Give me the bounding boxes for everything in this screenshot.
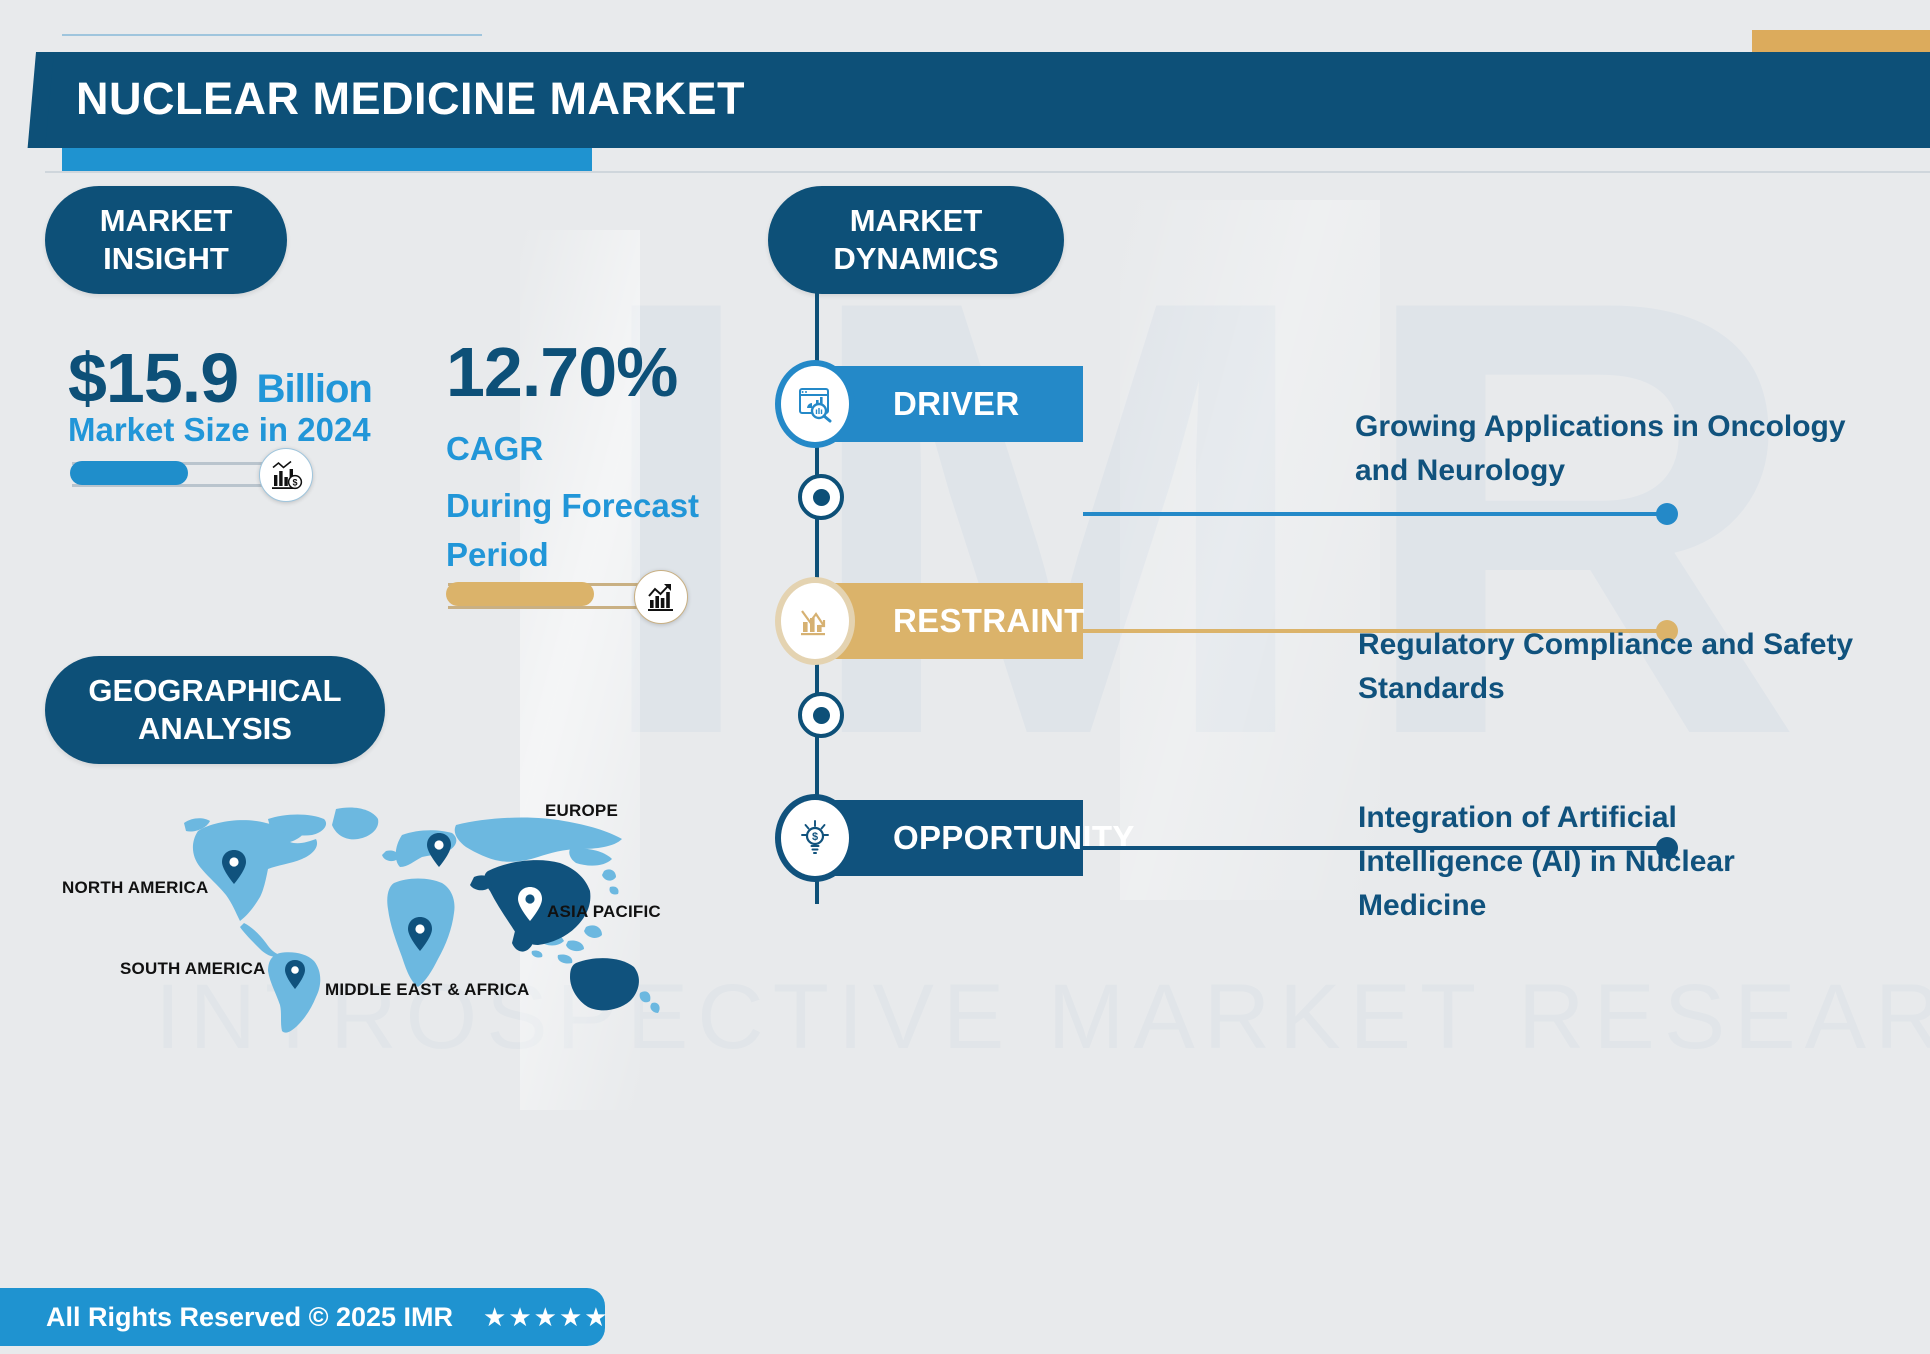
driver-connector-dot [1656, 503, 1678, 525]
opportunity-description-line1: Integration of Artificial [1358, 801, 1677, 834]
market-dynamics-pill-line1: MARKET [849, 202, 983, 238]
map-label-south-america: SOUTH AMERICA [120, 959, 266, 978]
header-hairline [45, 171, 1930, 173]
spine-node-2 [798, 692, 844, 738]
market-dynamics-pill-line2: DYNAMICS [833, 241, 999, 276]
dynamics-spine-6 [815, 876, 819, 904]
market-size-unit: Billion [256, 367, 373, 411]
market-insight-pill-line1: MARKET [99, 202, 233, 238]
market-size-progress-bar [70, 461, 188, 485]
map-highlighted-regions [470, 860, 639, 1011]
chart-magnifier-icon [781, 366, 849, 442]
footer-bar: All Rights Reserved © 2025 IMR ★★★★★ [0, 1288, 608, 1346]
pin-europe [427, 833, 451, 867]
header-top-rule [62, 34, 482, 36]
driver-label: DRIVER [893, 385, 1020, 422]
background-sheen-2 [1120, 200, 1380, 900]
pin-south-america [285, 960, 305, 989]
map-label-europe: EUROPE [545, 801, 618, 820]
map-label-asia-pacific: ASIA PACIFIC [547, 902, 661, 921]
world-map-svg [184, 807, 660, 1033]
cagr-caption-line1: During Forecast [446, 487, 700, 524]
market-size-track-top [72, 462, 300, 465]
geo-pill-line1: GEOGRAPHICAL [88, 672, 342, 708]
map-pins [222, 833, 542, 989]
market-insight-pill-line2: INSIGHT [103, 241, 229, 276]
declining-bar-chart-icon [781, 583, 849, 659]
cagr-caption-line2: Period [446, 536, 549, 573]
dynamics-spine-2 [815, 440, 819, 480]
restraint-label: RESTRAINT [893, 602, 1085, 639]
market-size-value: $15.9 [68, 339, 239, 417]
bar-chart-dollar-icon: $ [259, 448, 313, 502]
opportunity-description: Integration of Artificial Intelligence (… [1358, 796, 1735, 928]
cagr-value: 12.70% [446, 333, 678, 411]
market-size-stat: $15.9 Billion [68, 338, 373, 418]
svg-text:$: $ [292, 477, 297, 487]
header-band [45, 52, 1930, 148]
restraint-description-line1: Regulatory Compliance and Safety [1358, 628, 1854, 661]
cagr-progress-bar [446, 582, 594, 606]
footer-rating-stars: ★★★★★ [483, 1301, 610, 1332]
header-underbar [62, 148, 592, 171]
dynamics-bar-restraint[interactable]: RESTRAINT [775, 577, 1085, 665]
market-dynamics-pill: MARKET DYNAMICS [768, 186, 1064, 294]
map-label-north-america: NORTH AMERICA [62, 878, 209, 897]
cagr-track-bottom [448, 606, 684, 609]
driver-description-line2: and Neurology [1355, 454, 1566, 487]
restraint-connector-dot [1656, 620, 1678, 642]
restraint-description-line2: Standards [1358, 672, 1505, 705]
market-insight-pill: MARKET INSIGHT [45, 186, 287, 294]
dynamics-spine-4 [815, 658, 819, 698]
pin-asia-pacific [518, 887, 542, 921]
driver-description-line1: Growing Applications in Oncology [1355, 410, 1846, 443]
watermark-imr: IMR [590, 208, 1840, 828]
growth-arrow-chart-icon [634, 570, 688, 624]
pin-north-america [222, 850, 246, 884]
dynamics-bar-opportunity[interactable]: $ OPPORTUNITY [775, 794, 1134, 882]
world-map [140, 795, 680, 1045]
cagr-caption-block: CAGR During Forecast Period [446, 424, 736, 579]
opportunity-description-line3: Medicine [1358, 889, 1487, 922]
dynamics-spine-5 [815, 736, 819, 818]
market-size-caption: Market Size in 2024 [68, 411, 371, 448]
opportunity-connector-dot [1656, 837, 1678, 859]
cagr-label: CAGR [446, 430, 544, 467]
geo-pill-line2: ANALYSIS [138, 711, 292, 746]
dynamics-bar-driver[interactable]: DRIVER [775, 360, 1083, 448]
lightbulb-dollar-icon: $ [781, 800, 849, 876]
spine-node-1 [798, 474, 844, 520]
opportunity-label: OPPORTUNITY [893, 819, 1135, 856]
opportunity-connector [1083, 846, 1660, 850]
geographical-analysis-pill: GEOGRAPHICAL ANALYSIS [45, 656, 385, 764]
dynamics-spine-3 [815, 518, 819, 600]
driver-connector [1083, 512, 1660, 516]
footer-copyright: All Rights Reserved © 2025 IMR [46, 1301, 454, 1332]
restraint-description: Regulatory Compliance and Safety Standar… [1358, 623, 1853, 711]
map-label-middle-east-africa: MIDDLE EAST & AFRICA [325, 980, 530, 999]
svg-text:$: $ [812, 831, 818, 843]
watermark-company-name: INTROSPECTIVE MARKET RESEARCH [155, 966, 1930, 1068]
page-title: NUCLEAR MEDICINE MARKET [76, 73, 745, 124]
market-size-track-bottom [72, 484, 300, 487]
pin-middle-east-africa [408, 917, 432, 951]
opportunity-description-line2: Intelligence (AI) in Nuclear [1358, 845, 1735, 878]
restraint-connector [1083, 629, 1660, 633]
driver-description: Growing Applications in Oncology and Neu… [1355, 405, 1846, 493]
dynamics-spine-1 [815, 292, 819, 384]
